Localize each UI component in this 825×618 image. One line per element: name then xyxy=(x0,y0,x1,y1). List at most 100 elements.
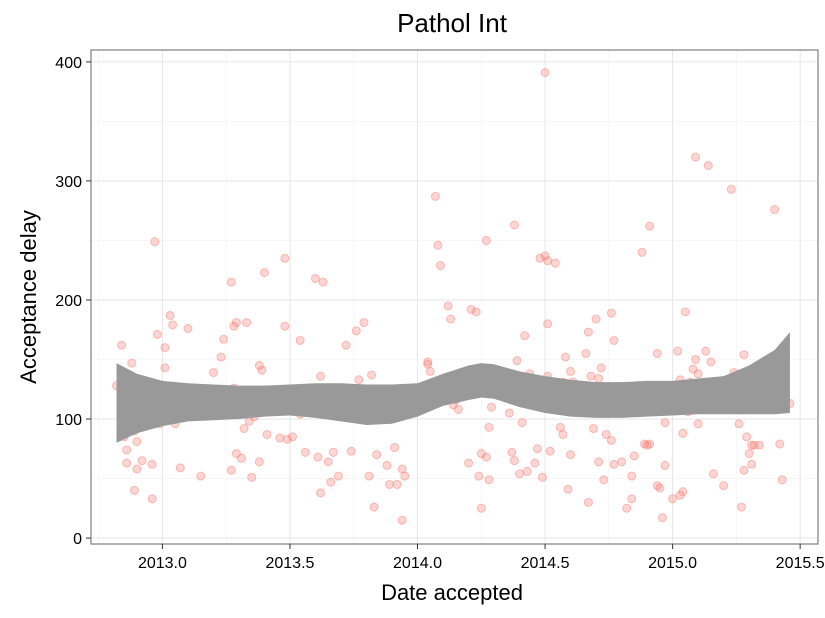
data-point xyxy=(719,481,729,491)
y-tick-label: 400 xyxy=(55,55,82,72)
data-point xyxy=(280,253,290,263)
data-point xyxy=(655,483,665,493)
data-point xyxy=(596,363,606,373)
data-point xyxy=(660,418,670,428)
data-point xyxy=(216,352,226,362)
plot-area xyxy=(90,49,819,545)
data-point xyxy=(359,318,369,328)
data-point xyxy=(160,343,170,353)
data-point xyxy=(657,513,667,523)
data-point xyxy=(543,256,553,266)
data-point xyxy=(275,433,285,443)
data-point xyxy=(259,268,269,278)
data-point xyxy=(443,301,453,311)
data-point xyxy=(351,326,361,336)
data-point xyxy=(316,488,326,498)
data-point xyxy=(566,450,576,460)
data-point xyxy=(219,334,229,344)
data-point xyxy=(484,422,494,432)
data-point xyxy=(688,364,698,374)
data-point xyxy=(476,449,486,459)
data-point xyxy=(466,304,476,314)
data-point xyxy=(464,458,474,468)
plot-background xyxy=(91,50,818,544)
x-tick-label: 2013.0 xyxy=(138,555,187,572)
data-point xyxy=(435,260,445,270)
data-point xyxy=(736,502,746,512)
confidence-band xyxy=(116,332,790,443)
data-point xyxy=(691,152,701,162)
data-point xyxy=(117,340,127,350)
data-point xyxy=(247,472,257,482)
data-point xyxy=(288,432,298,442)
x-tick-label: 2015.5 xyxy=(776,555,825,572)
data-point xyxy=(165,310,175,320)
data-point xyxy=(346,446,356,456)
data-point xyxy=(122,445,132,455)
x-axis: 2013.0 2013.5 2014.0 2014.5 2015.0 2015.5 xyxy=(138,544,825,572)
data-point xyxy=(642,440,652,450)
data-point xyxy=(734,419,744,429)
data-point xyxy=(703,160,713,170)
data-point xyxy=(400,471,410,481)
data-point xyxy=(310,274,320,284)
data-point xyxy=(333,471,343,481)
data-point xyxy=(147,494,157,504)
data-point xyxy=(609,459,619,469)
data-point xyxy=(594,374,604,384)
data-point xyxy=(168,320,178,330)
data-point xyxy=(175,463,185,473)
data-point xyxy=(280,321,290,331)
data-point xyxy=(481,235,491,245)
data-point xyxy=(640,439,650,449)
data-point xyxy=(693,369,703,379)
data-point xyxy=(520,331,530,341)
data-point xyxy=(627,471,637,481)
data-point xyxy=(328,447,338,457)
data-point xyxy=(208,368,218,378)
data-point xyxy=(538,472,548,482)
data-point xyxy=(372,450,382,460)
data-point xyxy=(777,475,787,485)
data-point xyxy=(629,451,639,461)
data-point xyxy=(237,453,247,463)
data-point xyxy=(617,457,627,467)
data-point xyxy=(586,371,596,381)
data-point xyxy=(397,515,407,525)
data-point xyxy=(132,437,142,447)
data-point xyxy=(535,253,545,263)
data-point xyxy=(122,458,132,468)
data-point xyxy=(341,340,351,350)
data-point xyxy=(129,485,139,495)
data-point xyxy=(530,458,540,468)
data-point xyxy=(425,366,435,376)
data-point xyxy=(474,471,484,481)
data-point xyxy=(555,422,565,432)
data-point xyxy=(254,360,264,370)
data-point xyxy=(481,452,491,462)
data-point xyxy=(601,429,611,439)
data-point xyxy=(354,375,364,385)
data-point xyxy=(196,471,206,481)
data-point xyxy=(150,237,160,247)
data-point xyxy=(563,484,573,494)
data-point xyxy=(540,68,550,78)
data-point xyxy=(581,349,591,359)
y-tick-label: 0 xyxy=(73,531,82,548)
data-point xyxy=(708,469,718,479)
data-point xyxy=(606,435,616,445)
data-point xyxy=(739,465,749,475)
data-point xyxy=(226,465,236,475)
data-point xyxy=(423,357,433,367)
data-point xyxy=(509,220,519,230)
data-point xyxy=(231,449,241,459)
data-point xyxy=(183,324,193,334)
data-point xyxy=(540,251,550,261)
data-point xyxy=(318,277,328,287)
data-point xyxy=(609,335,619,345)
data-point xyxy=(701,346,711,356)
data-point xyxy=(726,184,736,194)
data-point xyxy=(392,479,402,489)
data-point xyxy=(423,359,433,369)
